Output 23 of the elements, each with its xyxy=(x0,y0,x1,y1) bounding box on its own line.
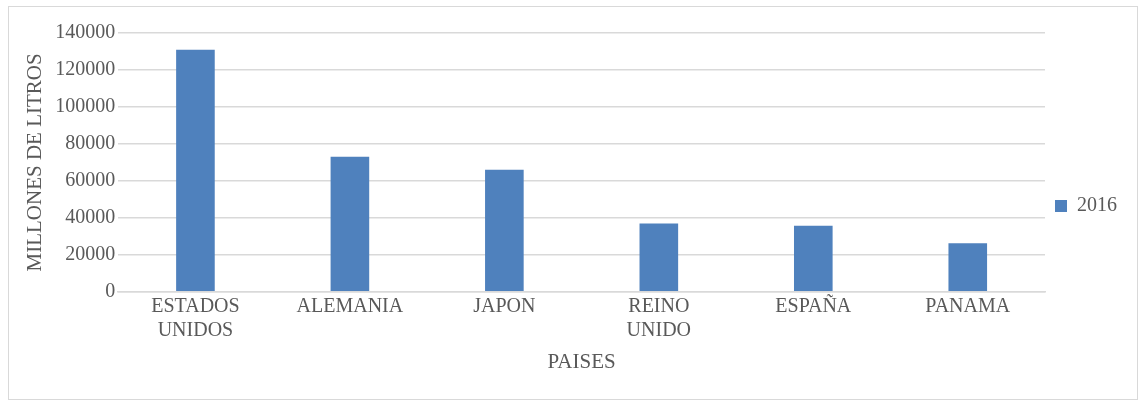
legend-label: 2016 xyxy=(1077,193,1117,216)
y-tick-label: 120000 xyxy=(55,57,116,80)
x-tick-label: REINO UNIDO xyxy=(626,294,692,341)
x-axis-title: PAISES xyxy=(547,348,616,373)
y-axis-title: MILLONES DE LITROS xyxy=(22,53,47,272)
y-tick-label: 100000 xyxy=(55,94,116,117)
y-tick-label: 40000 xyxy=(65,205,116,228)
bar xyxy=(485,169,524,292)
y-tick-label: 0 xyxy=(105,279,116,302)
x-tick-label: ALEMANIA xyxy=(296,294,404,317)
y-tick-label: 20000 xyxy=(65,242,116,265)
bar xyxy=(948,243,988,292)
y-tick-label: 60000 xyxy=(65,168,116,191)
x-tick-label: ESPAÑA xyxy=(775,293,852,317)
x-tick-label: JAPON xyxy=(473,294,536,317)
x-tick-label: PANAMA xyxy=(925,294,1011,317)
bar xyxy=(176,49,215,292)
y-tick-label: 80000 xyxy=(65,131,116,154)
bar xyxy=(793,225,833,292)
bar xyxy=(330,156,370,292)
bar xyxy=(639,223,679,292)
y-tick-label: 140000 xyxy=(55,20,116,43)
x-tick-label: ESTADOS UNIDOS xyxy=(151,294,240,341)
